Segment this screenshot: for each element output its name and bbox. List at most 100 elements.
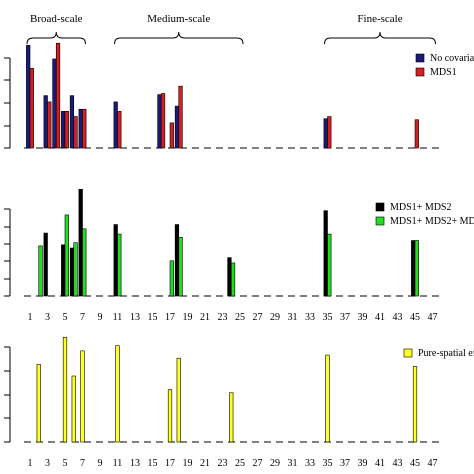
bar <box>174 105 180 149</box>
bar <box>64 111 69 149</box>
x-tick-label: 9 <box>98 458 103 469</box>
scale-bracket <box>26 31 86 45</box>
chart-panels: No covariables MDS1 MDS1+ MDS2 MDS1+ MDS2+ … <box>4 42 474 443</box>
scale-group-label: Medium-scale <box>147 13 210 25</box>
x-tick-label: 27 <box>253 458 263 469</box>
bar <box>117 233 122 297</box>
bar <box>62 336 68 443</box>
bar <box>78 108 83 149</box>
panel-1: No covariables MDS1 <box>4 42 474 149</box>
bar <box>229 392 234 443</box>
x-tick-label: 25 <box>235 312 245 323</box>
bar <box>174 224 180 297</box>
bar <box>69 247 75 297</box>
scale-group-label: Broad-scale <box>30 13 83 25</box>
bar <box>117 111 122 149</box>
bar <box>113 224 118 297</box>
x-tick-label: 35 <box>323 458 333 469</box>
scale-group-1: Medium-scale <box>114 13 244 45</box>
bar <box>73 242 78 297</box>
x-tick-label: 23 <box>218 458 228 469</box>
bar <box>43 232 48 297</box>
bar <box>160 93 166 149</box>
x-tick-label: 21 <box>200 458 210 469</box>
legend-label: Pure-spatial effect <box>418 348 474 359</box>
x-tick-label: 19 <box>183 458 193 469</box>
x-tick-label: 47 <box>428 312 438 323</box>
x-axis: 1133557799111113131515171719192121232325… <box>28 312 438 469</box>
legend-swatch <box>375 202 385 212</box>
bar <box>227 257 232 297</box>
bar <box>327 116 332 149</box>
x-tick-label: 23 <box>218 312 228 323</box>
x-tick-label: 7 <box>80 312 85 323</box>
bar <box>36 364 41 443</box>
bar <box>115 345 120 443</box>
bar <box>52 58 57 149</box>
bar <box>411 240 416 297</box>
x-tick-label: 43 <box>393 312 403 323</box>
bar <box>323 210 328 297</box>
x-tick-label: 9 <box>98 312 103 323</box>
x-tick-label: 7 <box>80 458 85 469</box>
bar <box>82 228 87 297</box>
scale-bracket <box>324 31 436 45</box>
x-tick-label: 15 <box>148 458 158 469</box>
x-tick-label: 11 <box>113 312 123 323</box>
legend-label: MDS1 <box>430 67 457 78</box>
x-tick-label: 41 <box>375 312 385 323</box>
x-tick-label: 47 <box>428 458 438 469</box>
bar <box>169 122 174 149</box>
bar <box>55 42 61 149</box>
scale-group-label: Fine-scale <box>357 13 402 25</box>
x-tick-label: 29 <box>270 458 280 469</box>
x-tick-label: 19 <box>183 312 193 323</box>
bar <box>61 244 66 297</box>
bar <box>26 45 31 149</box>
legend: Pure-spatial effect <box>403 348 474 359</box>
bar <box>82 108 87 149</box>
bar <box>412 366 418 443</box>
bar <box>414 119 419 149</box>
x-tick-label: 29 <box>270 312 280 323</box>
bar <box>73 116 78 149</box>
scale-group-0: Broad-scale <box>26 13 86 45</box>
x-tick-label: 31 <box>288 458 298 469</box>
bar <box>80 350 85 443</box>
x-tick-label: 3 <box>45 312 50 323</box>
bar <box>29 68 34 149</box>
bar <box>169 260 174 297</box>
x-tick-label: 5 <box>63 458 68 469</box>
bar <box>78 189 83 297</box>
x-tick-label: 45 <box>410 458 420 469</box>
x-tick-label: 1 <box>28 312 33 323</box>
bar <box>43 95 48 149</box>
bar <box>38 245 43 297</box>
bar <box>167 389 173 443</box>
x-tick-label: 3 <box>45 458 50 469</box>
legend: No covariables MDS1 <box>415 53 474 78</box>
x-tick-label: 17 <box>165 312 175 323</box>
bar <box>176 357 181 443</box>
x-tick-label: 25 <box>235 458 245 469</box>
bar <box>325 354 330 443</box>
x-tick-label: 33 <box>305 312 315 323</box>
x-tick-label: 31 <box>288 312 298 323</box>
x-tick-label: 5 <box>63 312 68 323</box>
scale-group-2: Fine-scale <box>324 13 436 45</box>
x-tick-label: 37 <box>340 312 350 323</box>
bar <box>230 262 236 297</box>
legend-label: MDS1+ MDS2+ MDS3 <box>390 216 474 227</box>
x-tick-label: 41 <box>375 458 385 469</box>
x-tick-label: 27 <box>253 312 263 323</box>
x-tick-label: 39 <box>358 458 368 469</box>
legend-swatch <box>403 348 413 358</box>
bar <box>69 95 75 149</box>
x-tick-label: 15 <box>148 312 158 323</box>
bar <box>71 375 76 443</box>
panel-3: Pure-spatial effect <box>4 336 474 443</box>
x-tick-label: 1 <box>28 458 33 469</box>
legend-label: MDS1+ MDS2 <box>390 202 452 213</box>
scale-bracket <box>114 31 244 45</box>
